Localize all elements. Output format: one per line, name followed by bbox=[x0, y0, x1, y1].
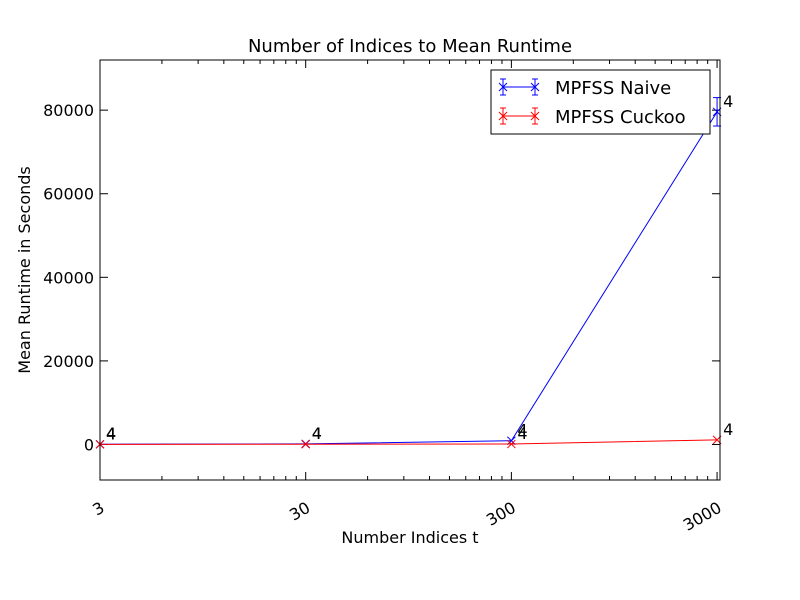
y-axis-label: Mean Runtime in Seconds bbox=[15, 166, 34, 373]
x-axis-label: Number Indices t bbox=[341, 528, 478, 547]
legend-box bbox=[490, 69, 711, 135]
chart-title: Number of Indices to Mean Runtime bbox=[248, 36, 572, 57]
data-label: 4 bbox=[723, 420, 733, 439]
data-point bbox=[301, 439, 311, 449]
x-tick-label: 300 bbox=[483, 498, 519, 530]
legend-label: MPFSS Naive bbox=[555, 78, 671, 99]
legend-swatch-marker bbox=[498, 82, 508, 92]
marker-stroke bbox=[507, 439, 516, 449]
legend-label: MPFSS Cuckoo bbox=[555, 107, 686, 128]
y-tick-label: 60000 bbox=[43, 185, 94, 204]
data-label: 4 bbox=[312, 424, 322, 443]
series-line bbox=[99, 439, 718, 445]
marker-stroke bbox=[301, 439, 311, 449]
data-label: 4 bbox=[723, 92, 733, 111]
y-tick-label: 20000 bbox=[43, 352, 94, 371]
series-line bbox=[99, 111, 718, 445]
data-point bbox=[507, 436, 516, 446]
data-label: 4 bbox=[517, 424, 527, 443]
marker-stroke bbox=[507, 436, 516, 446]
legend-swatch-marker bbox=[530, 82, 540, 92]
data-point bbox=[507, 439, 516, 449]
data-label: 4 bbox=[517, 421, 527, 440]
legend: MPFSS Naive MPFSS Cuckoo bbox=[490, 69, 711, 135]
x-tick-label: 3000 bbox=[680, 498, 725, 535]
data-label: 4 bbox=[312, 424, 322, 443]
y-tick-label: 40000 bbox=[43, 268, 94, 287]
y-tick-label: 0 bbox=[84, 435, 94, 454]
y-tick-label: 80000 bbox=[43, 101, 94, 120]
data-label: 4 bbox=[106, 424, 116, 443]
data-label: 4 bbox=[106, 424, 116, 443]
legend-swatch-marker bbox=[498, 111, 508, 121]
x-tick-label: 3 bbox=[89, 498, 107, 520]
legend-swatch-marker bbox=[530, 111, 540, 121]
x-tick-label: 30 bbox=[286, 498, 313, 525]
plot-frame bbox=[99, 59, 721, 481]
